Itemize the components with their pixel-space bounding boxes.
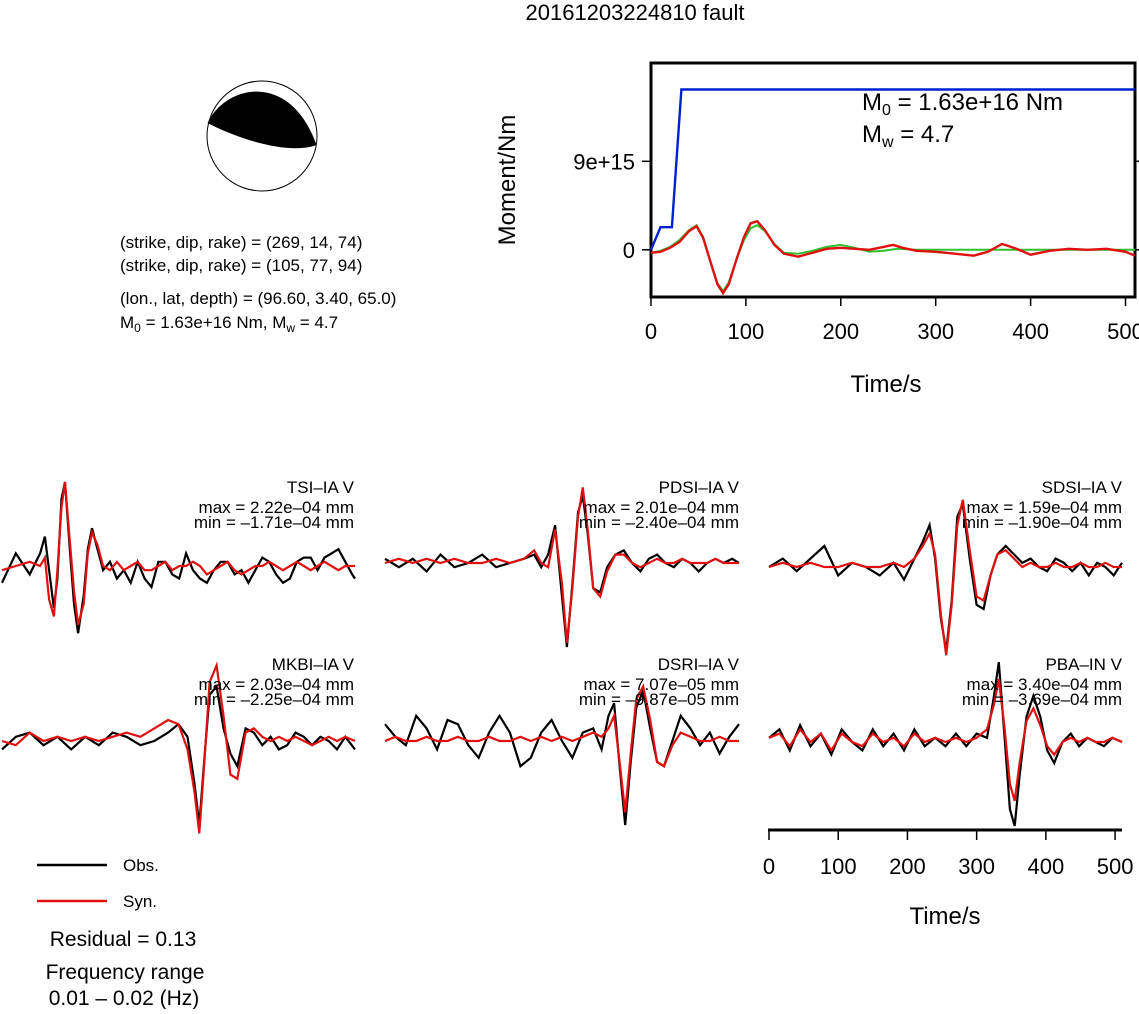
station-label: TSI–IA V xyxy=(287,478,355,497)
synthetic-trace xyxy=(1,661,356,834)
beachball-icon xyxy=(206,80,318,192)
figure-title: 20161203224810 fault xyxy=(526,0,745,25)
moment-series xyxy=(649,88,1135,251)
mechanism-line-3: (lon., lat, depth) = (96.60, 3.40, 65.0) xyxy=(120,289,396,308)
m0-symbol: M xyxy=(862,89,882,116)
moment-x-tick-label: 300 xyxy=(917,319,954,344)
station-label: PBA–IN V xyxy=(1045,655,1122,674)
station-max: max = 2.01e–04 mm xyxy=(584,498,739,517)
moment-y-tick-label: 0 xyxy=(623,238,635,263)
moment-x-tick-label: 400 xyxy=(1012,319,1049,344)
station-min: min = –3.69e–04 mm xyxy=(962,690,1122,709)
waveform-x-tick-label: 400 xyxy=(1028,854,1065,879)
station-min: min = –9.87e–05 mm xyxy=(579,690,739,709)
station-label: DSRI–IA V xyxy=(658,655,740,674)
waveform-x-tick-label: 500 xyxy=(1097,854,1134,879)
moment-x-label: Time/s xyxy=(850,371,921,398)
mechanism-line-2: (strike, dip, rake) = (105, 77, 94) xyxy=(120,256,362,275)
moment-x-tick-label: 0 xyxy=(645,319,657,344)
legend-syn-label: Syn. xyxy=(123,892,157,911)
moment-annotation-mw: Mw = 4.7 xyxy=(862,121,954,151)
waveform-time-axis: 0 100 200 300 400 500 Time/s xyxy=(763,828,1134,930)
synthetic-trace xyxy=(768,499,1122,656)
waveform-x-tick-label: 100 xyxy=(820,854,857,879)
waveform-x-label: Time/s xyxy=(909,903,980,930)
station-label: SDSI–IA V xyxy=(1042,478,1123,497)
stf-green-series xyxy=(650,223,1135,293)
station-max: max = 1.59e–04 mm xyxy=(967,498,1122,517)
mw-subscript: w xyxy=(285,321,295,335)
moment-annotation-m0: M0 = 1.63e+16 Nm xyxy=(862,89,1063,119)
frequency-range-value: 0.01 – 0.02 (Hz) xyxy=(49,987,200,1009)
synthetic-trace xyxy=(768,678,1123,802)
moment-x-tick-label: 500 xyxy=(1107,319,1139,344)
station-max: max = 2.03e–04 mm xyxy=(199,675,354,694)
moment-x-tick-label: 100 xyxy=(728,319,765,344)
station-max: max = 7.07e–05 mm xyxy=(584,675,739,694)
legend: Obs. Syn. xyxy=(37,856,159,911)
mw-symbol: M xyxy=(862,121,882,148)
moment-plot-frame xyxy=(649,61,1137,299)
station-max: max = 3.40e–04 mm xyxy=(967,675,1122,694)
synthetic-trace xyxy=(384,487,739,643)
waveform-x-tick-label: 300 xyxy=(958,854,995,879)
synthetic-trace xyxy=(384,683,739,813)
m0-subscript: 0 xyxy=(134,321,141,335)
stf-red-series xyxy=(650,219,1136,296)
waveform-x-tick-label: 0 xyxy=(763,854,775,879)
station-min: min = –1.71e–04 mm xyxy=(194,513,354,532)
station-max: max = 2.22e–04 mm xyxy=(199,498,354,517)
m0-value: = 1.63e+16 Nm, M xyxy=(141,313,287,332)
mw-subscript: w xyxy=(881,134,894,151)
moment-y-tick-label: 9e+15 xyxy=(573,149,635,174)
station-min: min = –1.90e–04 mm xyxy=(962,513,1122,532)
m0-value: = 1.63e+16 Nm xyxy=(891,89,1063,116)
observed-trace xyxy=(384,686,740,826)
mechanism-moment-line: M0 = 1.63e+16 Nm, Mw = 4.7 xyxy=(120,313,338,335)
mechanism-line-1: (strike, dip, rake) = (269, 14, 74) xyxy=(120,233,362,252)
station-min: min = –2.25e–04 mm xyxy=(194,690,354,709)
station-label: PDSI–IA V xyxy=(659,478,740,497)
frequency-range-label: Frequency range xyxy=(46,961,205,984)
mw-value: = 4.7 xyxy=(894,121,955,148)
station-min: min = –2.40e–04 mm xyxy=(579,513,739,532)
legend-obs-label: Obs. xyxy=(123,856,159,875)
m0-symbol: M xyxy=(120,313,134,332)
residual-text: Residual = 0.13 xyxy=(50,928,197,951)
waveform-x-tick-label: 200 xyxy=(889,854,926,879)
m0-subscript: 0 xyxy=(882,102,891,119)
moment-x-tick-label: 200 xyxy=(822,319,859,344)
synthetic-trace xyxy=(1,481,355,626)
mw-value: = 4.7 xyxy=(295,313,338,332)
moment-y-label: Moment/Nm xyxy=(494,115,521,246)
station-label: MKBI–IA V xyxy=(272,655,355,674)
